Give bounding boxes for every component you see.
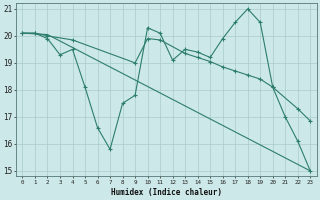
X-axis label: Humidex (Indice chaleur): Humidex (Indice chaleur) [111,188,222,197]
